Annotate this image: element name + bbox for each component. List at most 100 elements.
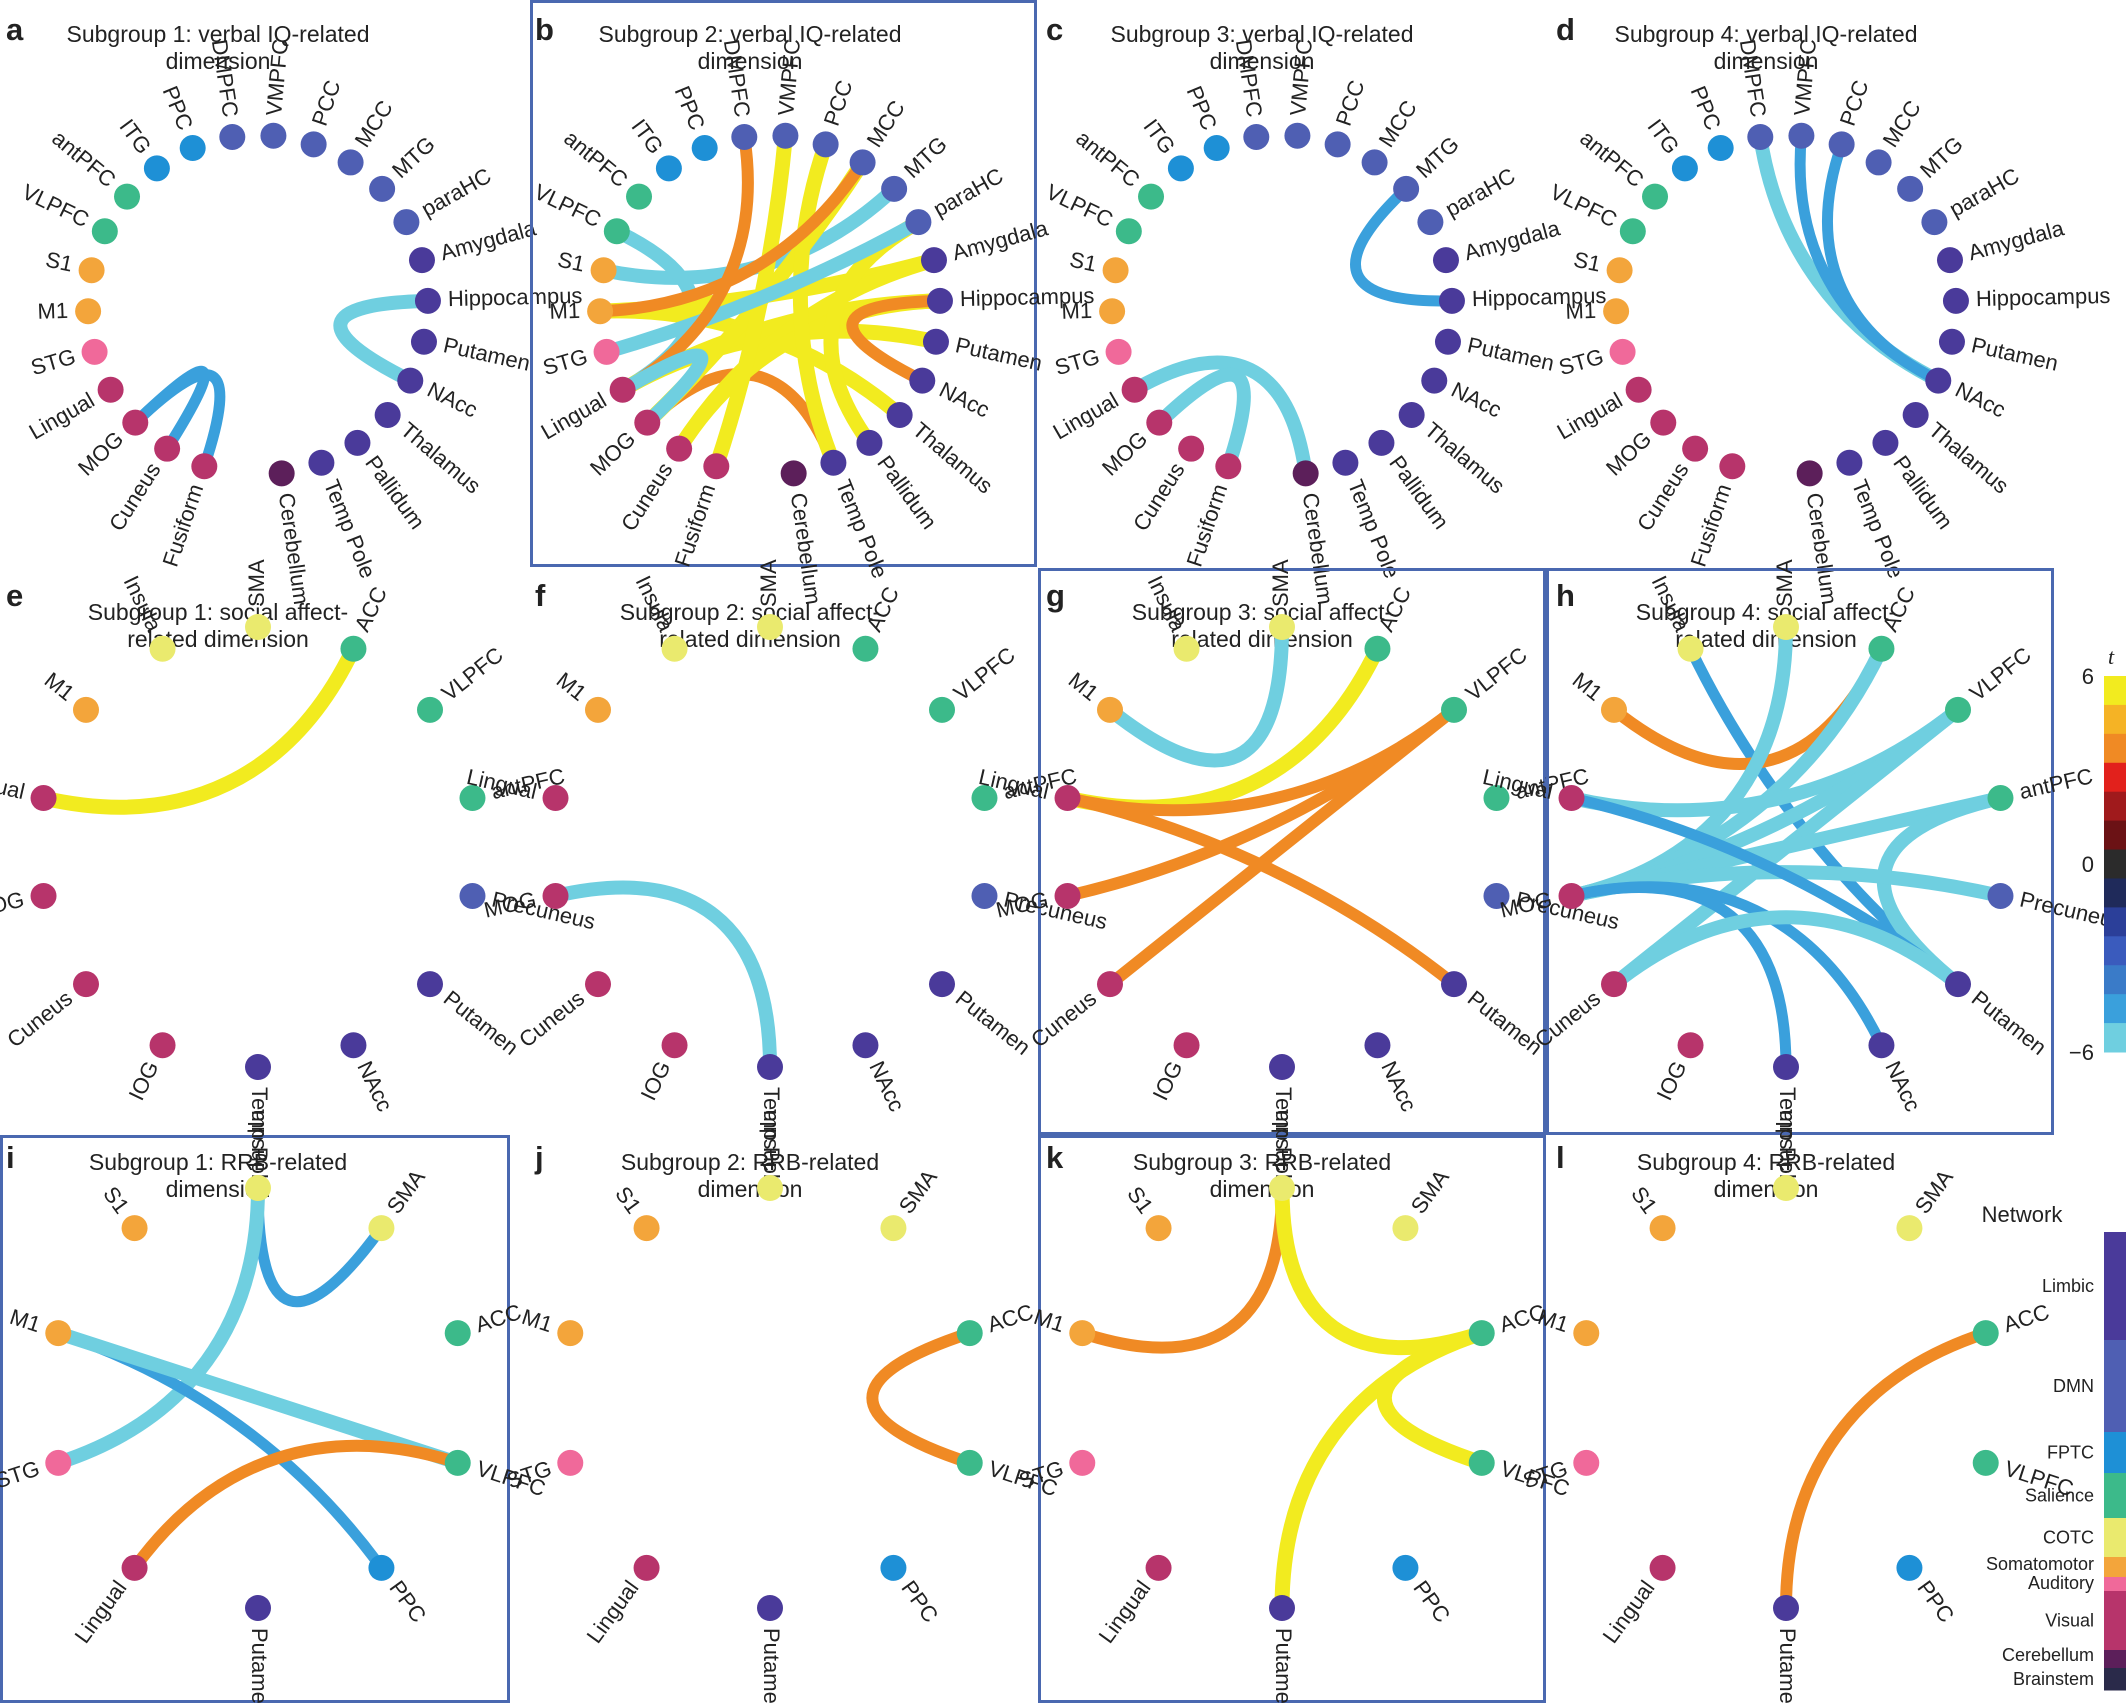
node-label-fusiform: Fusiform [1182, 481, 1233, 570]
edges [1780, 1327, 1992, 1614]
node-label-vlpfc: VLPFC [1042, 179, 1117, 232]
node-parahc [1417, 209, 1444, 236]
node-label-insula: Insula [1772, 1109, 1797, 1168]
node-label-mcc: MCC [862, 96, 910, 152]
node-lingual [1145, 1554, 1172, 1581]
node-antpfc [1483, 785, 1510, 812]
node-label-lingual: Lingual [25, 387, 99, 444]
panel-c: c Subgroup 3: verbal IQ-relateddimensionC… [1042, 12, 1606, 606]
node-cerebellum [780, 460, 807, 487]
node-label-cuneus: Cuneus [1026, 986, 1101, 1053]
edge-vlpfc-cuneus [1104, 703, 1460, 991]
node-label-mog: MOG [1097, 426, 1152, 480]
node-label-acc: ACC [2000, 1299, 2052, 1337]
node-label-fusiform: Fusiform [158, 481, 209, 570]
edges [1060, 620, 1460, 991]
node-putamen [922, 328, 949, 355]
panel-letter: d [1556, 12, 1575, 47]
node-m1 [45, 1320, 72, 1347]
node-insula [1773, 1175, 1799, 1201]
node-putamen [245, 1595, 271, 1621]
node-label-stg: STG [1556, 344, 1606, 380]
node-ppc [179, 135, 206, 162]
node-mog [1650, 409, 1677, 436]
edges [1127, 183, 1458, 481]
node-cerebellum [1292, 460, 1319, 487]
legend-swatch-visual [2104, 1591, 2126, 1651]
node-label-cerebellum: Cerebellum [1298, 491, 1338, 606]
node-label-lingual: Lingual [582, 1576, 644, 1648]
panel-title-line: related dimension [1675, 626, 1857, 652]
edge-nacc-hippocampus [846, 294, 946, 387]
node-antpfc [1138, 183, 1165, 210]
edge-cuneus-mog [129, 365, 210, 455]
nodes: Temp PoleNAccPutamenPrecuneusantPFCVLPFC… [464, 559, 1109, 1191]
node-dmpfc [1747, 123, 1774, 150]
node-lingual [1121, 376, 1148, 403]
node-label-temp-pole: Temp Pole [1271, 1087, 1296, 1191]
panel-g: g Subgroup 3: social affect-related dimen… [976, 559, 1621, 1191]
node-label-nacc: NAcc [935, 377, 993, 423]
network-legend-title: Network [1982, 1202, 2064, 1227]
colorbar-segment [2104, 878, 2126, 908]
edges [1564, 620, 2008, 1073]
node-label-parahc: paraHC [417, 163, 495, 222]
node-fusiform [703, 453, 730, 480]
node-sma [1392, 1215, 1419, 1242]
node-acc [1868, 635, 1895, 662]
node-label-acc: ACC [861, 583, 904, 636]
node-cuneus [72, 971, 99, 998]
node-label-nacc: NAcc [1880, 1057, 1925, 1115]
panel-letter: i [6, 1140, 15, 1175]
node-label-vlpfc: VLPFC [1965, 642, 2036, 706]
edge-mog-fusiform [1152, 367, 1251, 474]
node-label-acc: ACC [349, 583, 392, 636]
node-insula [149, 635, 176, 662]
edge-acc-vlpfc [1376, 1325, 1490, 1471]
node-label-ppc: PPC [384, 1576, 431, 1627]
node-acc [1972, 1320, 1999, 1347]
node-label-ppc: PPC [1408, 1576, 1455, 1627]
node-pallidum [344, 429, 371, 456]
node-label-temp-pole: Temp Pole [1343, 476, 1405, 582]
node-mog [30, 882, 57, 909]
node-antpfc [114, 183, 141, 210]
edge-acc-putamen [1780, 1327, 1992, 1614]
node-pallidum [856, 429, 883, 456]
node-precuneus [1987, 882, 2014, 909]
colorbar-segment [2104, 849, 2126, 879]
node-label-s1: S1 [1571, 247, 1602, 277]
edge-lingual-cerebellum [1127, 355, 1313, 481]
node-label-putamen: Putamen [439, 986, 523, 1060]
edges [51, 1181, 465, 1574]
node-label-putamen: Putamen [247, 1628, 272, 1705]
node-label-s1: S1 [555, 247, 586, 277]
node-label-amygdala: Amygdala [1966, 215, 2068, 265]
node-label-acc: ACC [1877, 583, 1920, 636]
node-s1 [633, 1215, 660, 1242]
node-m1 [1099, 298, 1126, 325]
panel-letter: l [1556, 1140, 1565, 1175]
colorbar-segment [2104, 791, 2126, 822]
node-label-lingual: Lingual [1553, 387, 1627, 444]
node-label-cerebellum: Cerebellum [786, 491, 826, 606]
node-vlpfc [929, 696, 956, 723]
node-label-m1: M1 [40, 667, 79, 706]
panel-title-line: dimension [1714, 48, 1819, 74]
node-temp-pole [245, 1054, 271, 1080]
node-vlpfc [1945, 696, 1972, 723]
node-ppc [1896, 1554, 1923, 1581]
node-s1 [1606, 257, 1633, 284]
legend-swatch-somatomotor [2104, 1557, 2126, 1578]
node-ppc [691, 135, 718, 162]
node-cuneus [1096, 971, 1123, 998]
panel-highlight-box [0, 1135, 510, 1703]
node-mog [542, 882, 569, 909]
edge-mog-temp-pole [548, 880, 777, 1074]
node-label-putamen: Putamen [1775, 1628, 1800, 1705]
node-vlpfc [417, 696, 444, 723]
node-vmpfc [260, 122, 287, 149]
node-mcc [1865, 149, 1892, 176]
legend-label-limbic: Limbic [2042, 1276, 2094, 1296]
